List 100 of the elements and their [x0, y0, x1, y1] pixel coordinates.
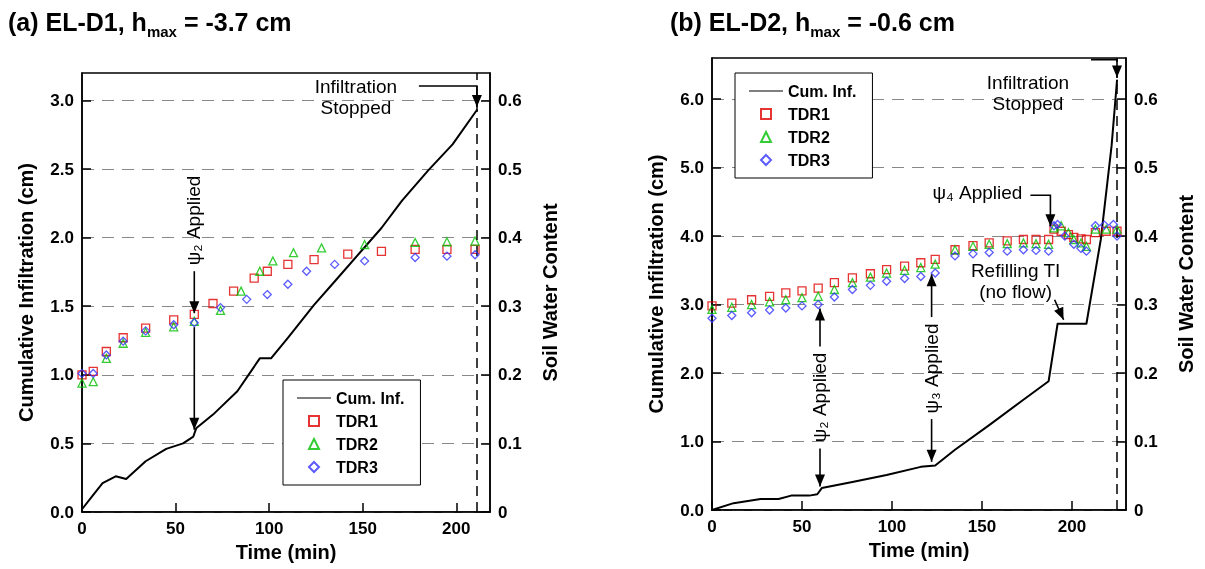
point	[470, 236, 480, 246]
point	[797, 293, 807, 303]
point	[242, 294, 252, 305]
point	[1052, 219, 1063, 230]
point	[1018, 245, 1029, 255]
point	[262, 289, 272, 300]
point	[781, 303, 791, 313]
y-tick-label: 4.0	[680, 226, 704, 246]
y2-tick-label: 0.5	[498, 159, 522, 179]
y2-tick-label: 0.2	[498, 365, 522, 385]
point	[359, 256, 370, 266]
x-axis-title: Time (min)	[235, 541, 337, 563]
point	[1069, 239, 1079, 249]
point	[1031, 234, 1041, 245]
x-tick-label: 0	[77, 519, 87, 538]
point	[813, 291, 823, 301]
legend-label: Cum. Inf.	[336, 389, 405, 407]
point	[899, 265, 910, 275]
y-tick-label: 1.0	[680, 432, 704, 452]
annotation: Refilling TI (no flow)	[970, 259, 1061, 302]
y2-tick-label: 0.3	[1134, 295, 1158, 315]
point	[930, 259, 940, 269]
x-tick-label: 200	[1057, 517, 1087, 536]
point	[1043, 234, 1054, 245]
point	[829, 277, 840, 288]
point	[236, 286, 246, 296]
point	[1076, 234, 1086, 244]
y-tick-label: 3.0	[50, 90, 74, 110]
y2-tick-label: 0	[498, 502, 508, 522]
point	[470, 250, 480, 260]
point	[330, 259, 340, 270]
point	[101, 346, 111, 357]
point	[228, 286, 239, 296]
point	[727, 302, 737, 312]
y2-tick-label: 0.1	[498, 433, 522, 453]
y2-tick-label: 0.4	[498, 228, 523, 248]
y2-tick-label: 0.4	[1134, 226, 1159, 246]
point	[781, 288, 791, 298]
point	[359, 239, 370, 250]
x-tick-label: 150	[348, 519, 377, 538]
point	[169, 315, 179, 325]
point	[899, 273, 910, 284]
y-tick-label: 6.0	[680, 89, 704, 109]
point	[1002, 246, 1012, 256]
point	[1056, 221, 1066, 231]
point	[1081, 246, 1092, 256]
point	[88, 377, 98, 387]
point	[727, 298, 737, 308]
point	[746, 295, 757, 305]
y-tick-label: 0.0	[680, 500, 704, 520]
chart-title: (b) EL-D2, h$_{max}$ = -0.6 cm	[670, 8, 955, 40]
annotation: ψ₄ Applied	[932, 182, 1023, 204]
point	[950, 251, 960, 261]
point	[208, 298, 218, 309]
point	[781, 295, 791, 305]
annotation: ψ₂ Applied	[183, 175, 205, 265]
point	[470, 244, 480, 254]
point	[189, 309, 199, 320]
point	[77, 378, 87, 388]
point	[764, 297, 775, 307]
legend-label: TDR3	[788, 151, 830, 169]
point	[813, 299, 823, 310]
y2-axis-title: Soil Water Content	[1175, 194, 1197, 374]
annotation: Infiltration Stopped	[985, 71, 1071, 114]
point	[283, 259, 293, 270]
point	[309, 254, 319, 265]
point	[301, 266, 312, 276]
y-tick-label: 1.0	[50, 365, 74, 385]
y2-tick-label: 0.3	[498, 296, 522, 316]
y-tick-label: 3.0	[680, 295, 704, 315]
y-tick-label: 0.0	[50, 502, 74, 522]
point	[930, 254, 940, 264]
annotation: ψ₂ Applied	[809, 352, 831, 443]
legend-label: TDR1	[788, 105, 830, 123]
point	[1108, 219, 1119, 230]
point	[410, 237, 420, 248]
point	[797, 286, 807, 296]
point	[916, 262, 926, 273]
y-tick-label: 2.0	[680, 363, 704, 383]
point	[255, 266, 265, 276]
legend-label: TDR1	[336, 412, 378, 430]
y-tick-label: 1.5	[50, 296, 74, 316]
point	[1031, 238, 1041, 249]
point	[1076, 243, 1086, 254]
x-tick-label: 200	[442, 519, 471, 538]
chart-title: (a) EL-D1, h$_{max}$ = -3.7 cm	[8, 8, 292, 40]
y2-tick-label: 0.5	[1134, 158, 1158, 178]
point	[249, 273, 259, 283]
point	[764, 305, 775, 315]
point	[1081, 234, 1092, 245]
y-axis-title: Cumulative Infiltration (cm)	[15, 163, 37, 422]
point	[262, 266, 272, 276]
point	[288, 248, 299, 258]
point	[764, 291, 775, 301]
y-tick-label: 0.5	[50, 433, 74, 453]
y-tick-label: 2.5	[50, 159, 74, 179]
point	[410, 252, 420, 263]
x-tick-label: 50	[792, 517, 812, 536]
point	[916, 271, 926, 282]
y2-tick-label: 0.2	[1134, 363, 1158, 383]
